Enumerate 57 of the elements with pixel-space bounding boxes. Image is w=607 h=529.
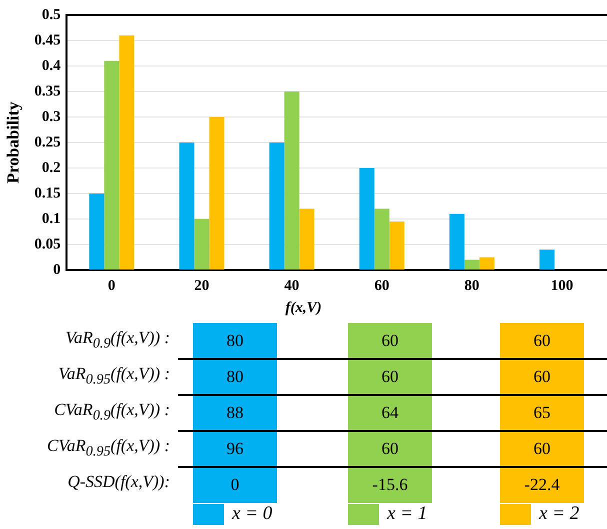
x-tick-label: 100 [550, 278, 574, 294]
y-tick-label: 0.25 [34, 134, 61, 150]
x-axis-title: f(x,V) [284, 300, 323, 317]
y-tick-label: 0.35 [34, 83, 61, 100]
bar [104, 60, 120, 270]
y-tick-label: 0.5 [42, 6, 61, 23]
data-label: 60 [382, 439, 398, 458]
y-tick-label: VaR$_{0.95}$(f(x,V)) : [58, 364, 170, 388]
bar [464, 260, 480, 270]
data-label: -15.6 [372, 475, 408, 494]
data-label: 0 [230, 475, 240, 494]
x-tick-label: 60 [374, 278, 390, 294]
y-tick-label: VaR$_{0.9}$(f(x,V)) : [65, 328, 170, 352]
y-tick-label: 0.3 [42, 108, 61, 125]
data-label: -22.4 [524, 475, 560, 494]
bar [374, 208, 390, 270]
data-label: 60 [382, 331, 398, 350]
x-tick-label: 20 [194, 278, 210, 294]
data-label: 60 [534, 439, 550, 458]
data-label: 80 [226, 331, 244, 350]
data-label: 60 [534, 367, 550, 386]
legend-label: x = 1 [387, 503, 428, 525]
bar [269, 142, 284, 270]
data-label: 64 [382, 403, 398, 422]
bar [389, 222, 404, 270]
x-tick-label: 80 [464, 278, 480, 294]
data-label: 65 [534, 403, 550, 422]
bar [539, 250, 554, 270]
y-tick-label: 0.2 [42, 160, 61, 176]
y-tick-label: 0.4 [42, 58, 62, 74]
y-tick-label: 0.05 [34, 236, 61, 252]
y-tick-label: 0 [53, 262, 61, 278]
bar [89, 194, 104, 270]
data-label: 80 [226, 367, 244, 386]
y-tick-label: 0.15 [34, 185, 61, 202]
bar [119, 35, 134, 270]
bar [194, 219, 210, 270]
bar [479, 257, 494, 270]
y-tick-label: Q-SSD(f(x,V)): [68, 472, 170, 492]
y-tick-label: 0.1 [42, 210, 61, 227]
y-axis-title: Probability [4, 101, 23, 184]
y-tick-label: 0.45 [34, 32, 61, 48]
bar [359, 168, 374, 270]
bar [209, 117, 224, 270]
x-tick-label: 40 [284, 278, 300, 294]
data-label: 96 [226, 439, 244, 458]
bar [449, 214, 464, 270]
data-label: 60 [534, 331, 550, 350]
bar [179, 142, 194, 270]
y-tick-label: CVaR$_{0.9}$(f(x,V)) : [54, 400, 170, 424]
bar [284, 92, 300, 270]
y-tick-label: CVaR$_{0.95}$(f(x,V)) : [47, 436, 170, 460]
legend-label: x = 2 [539, 503, 580, 525]
data-label: 60 [382, 367, 398, 386]
bar [299, 208, 314, 270]
data-label: 88 [226, 403, 244, 422]
legend-label: x = 0 [232, 503, 272, 525]
